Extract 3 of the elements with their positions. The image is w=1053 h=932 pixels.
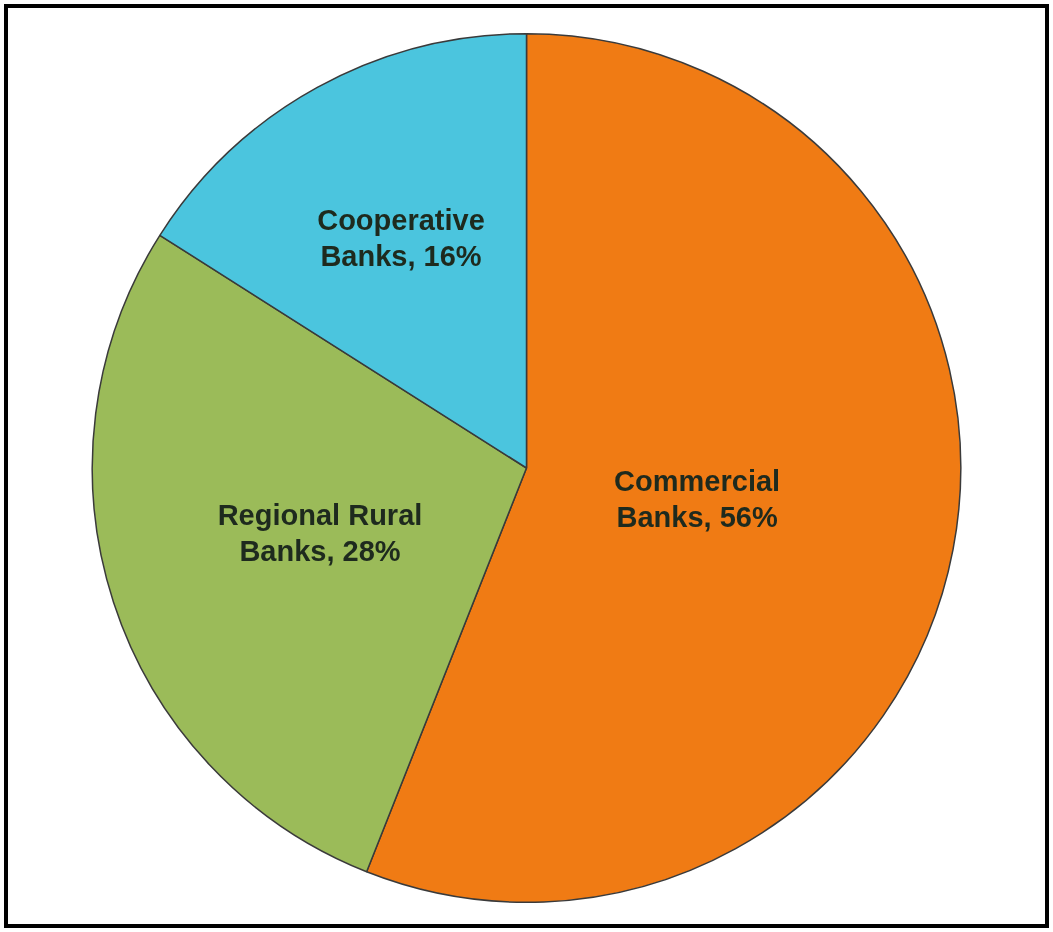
slice-label: Commercial Banks, 56% — [614, 464, 781, 533]
slice-label: Regional Rural Banks, 28% — [217, 499, 423, 568]
slice-label: Cooperative Banks, 16% — [317, 203, 485, 272]
